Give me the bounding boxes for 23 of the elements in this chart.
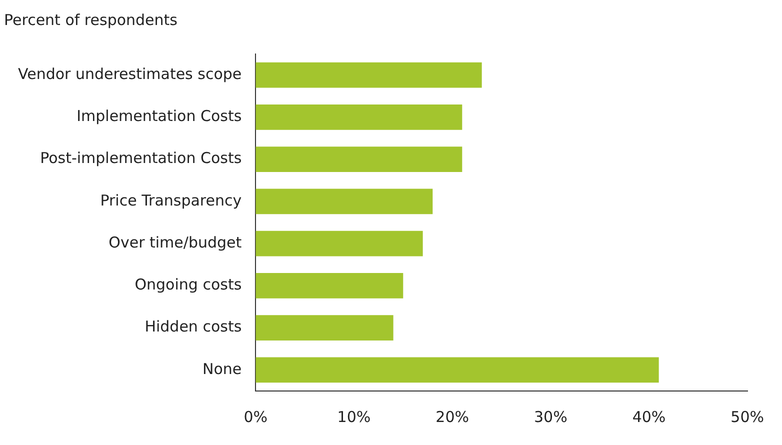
bar xyxy=(256,357,659,383)
y-tick-label: None xyxy=(202,360,242,378)
bar xyxy=(256,273,404,298)
y-tick-label: Implementation Costs xyxy=(76,107,242,126)
bar xyxy=(256,62,482,88)
x-tick-label: 50% xyxy=(730,408,764,426)
x-tick-label: 20% xyxy=(436,408,469,426)
bar xyxy=(256,188,433,214)
y-tick-label: Vendor underestimates scope xyxy=(18,64,242,83)
bar xyxy=(256,104,462,130)
bar xyxy=(256,230,423,256)
x-tick-label: 0% xyxy=(244,408,268,426)
bar xyxy=(256,315,394,340)
x-tick-label: 40% xyxy=(632,408,666,426)
y-tick-label: Hidden costs xyxy=(144,318,242,336)
text: Percent of respondents xyxy=(4,10,178,29)
bar xyxy=(256,146,462,172)
x-tick-label: 30% xyxy=(534,408,568,426)
x-tick-label: 10% xyxy=(337,408,371,426)
y-tick-label: Post-implementation Costs xyxy=(40,149,242,168)
y-tick-label: Ongoing costs xyxy=(134,276,242,294)
y-tick-label: Price Transparency xyxy=(100,191,242,210)
y-tick-label: Over time/budget xyxy=(108,233,242,252)
